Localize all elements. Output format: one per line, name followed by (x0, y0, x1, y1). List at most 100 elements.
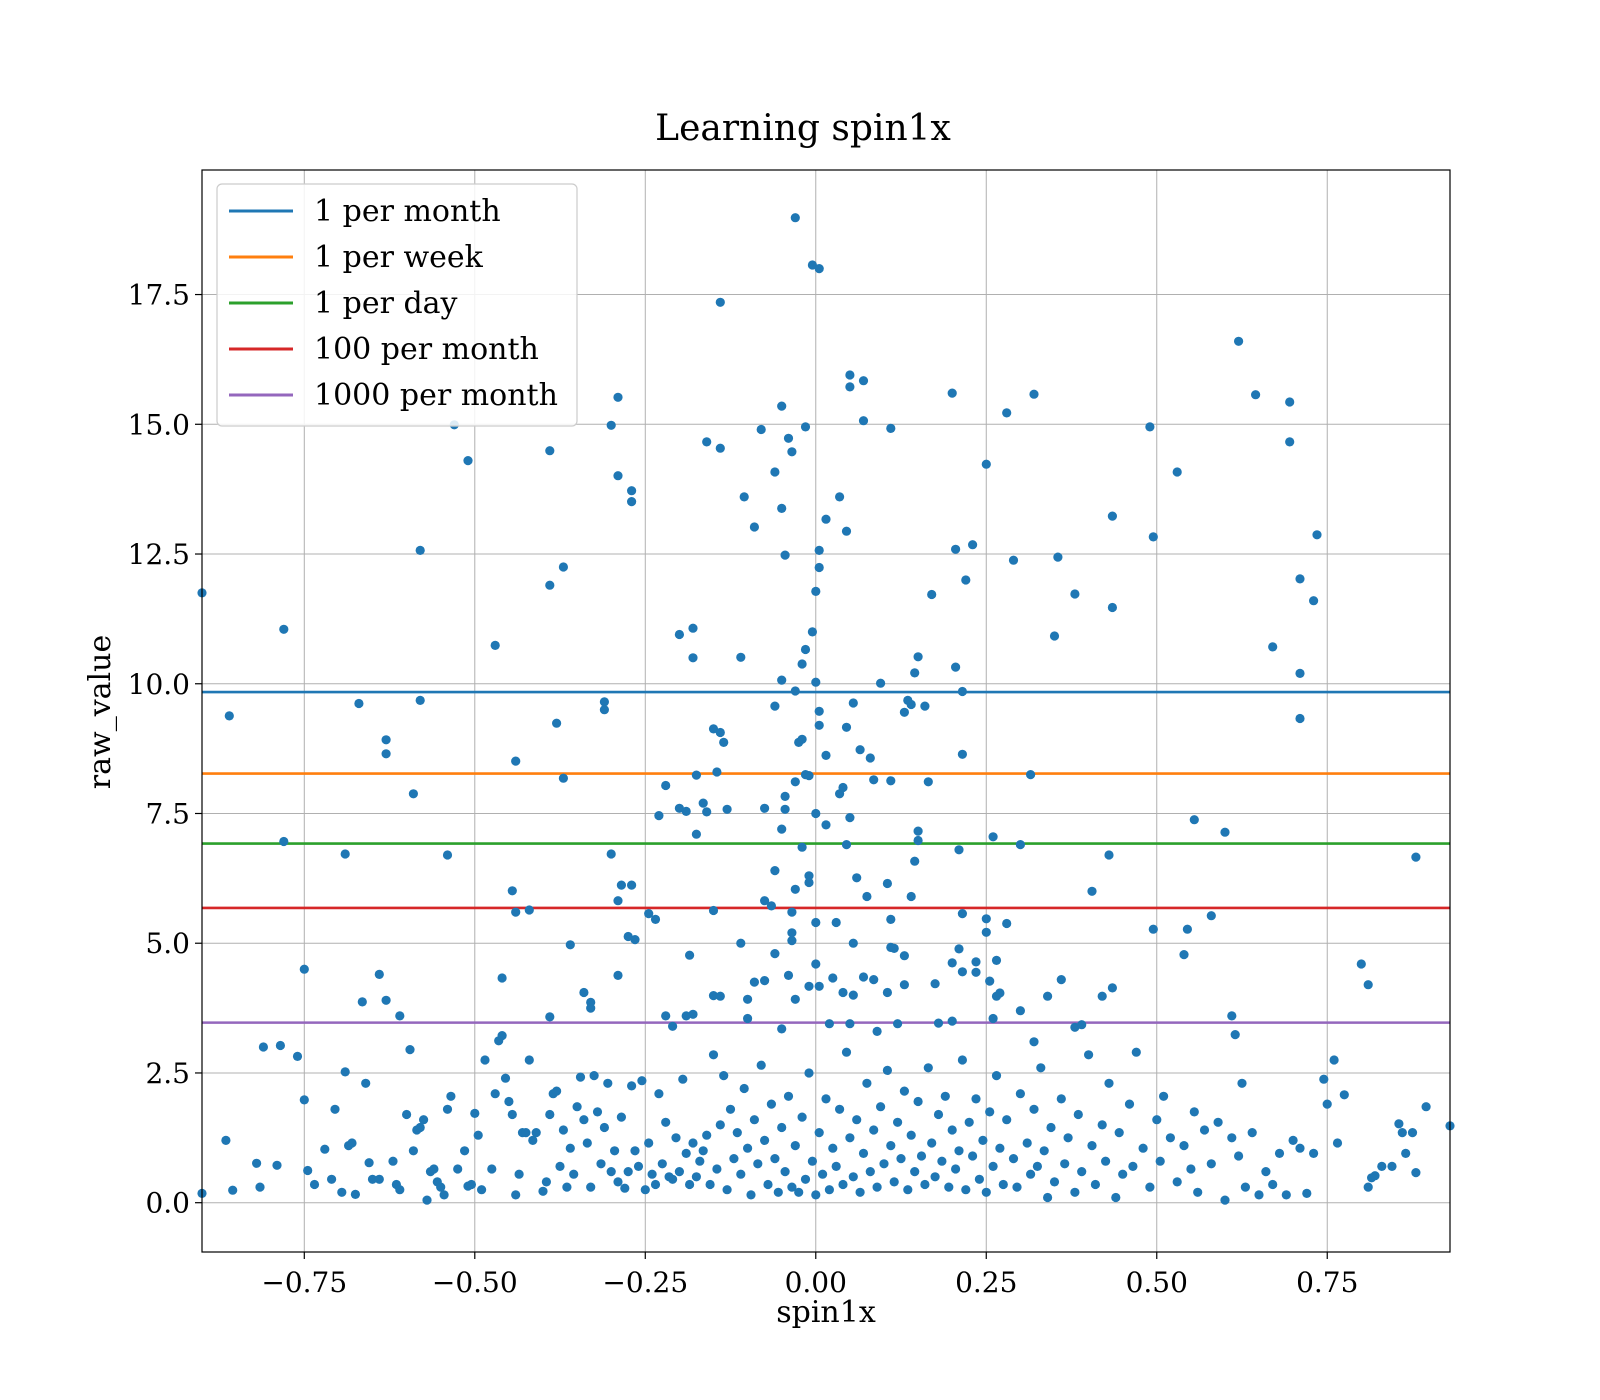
data-point (937, 1156, 947, 1166)
data-point (811, 808, 821, 819)
data-point (1145, 422, 1155, 432)
data-point (1312, 530, 1322, 540)
y-tick-label: 0.0 (145, 1187, 190, 1220)
data-point (592, 1107, 603, 1117)
data-point (896, 1154, 906, 1164)
data-point (647, 1169, 657, 1179)
data-point (340, 1067, 350, 1077)
data-point (804, 877, 814, 888)
data-point (889, 943, 899, 954)
data-point (531, 1128, 541, 1138)
data-point (811, 1190, 821, 1200)
data-points (197, 213, 1455, 1205)
data-point (715, 1120, 725, 1130)
data-point (255, 1182, 265, 1192)
data-point (606, 849, 616, 859)
x-axis-ticks: −0.75 −0.50 −0.25 0.00 0.25 0.50 0.75 (261, 1252, 1358, 1299)
data-point (361, 1078, 371, 1088)
data-point (933, 1018, 944, 1028)
data-point (405, 1045, 415, 1055)
data-point (811, 586, 821, 597)
data-point (367, 1174, 378, 1184)
data-point (855, 745, 865, 755)
data-point (876, 678, 886, 688)
data-point (1295, 668, 1305, 679)
data-point (299, 1095, 309, 1105)
data-point (858, 972, 869, 982)
data-point (613, 970, 623, 981)
data-point (657, 1159, 667, 1169)
data-point (691, 770, 702, 780)
data-point (807, 1156, 818, 1166)
data-point (650, 1179, 661, 1190)
legend-entry: 1 per day (314, 286, 458, 321)
data-point (783, 433, 794, 443)
data-point (797, 734, 807, 744)
data-point (1295, 713, 1305, 724)
data-point (971, 1094, 981, 1104)
data-point (780, 804, 790, 814)
data-point (630, 935, 640, 945)
data-point (1329, 1055, 1339, 1065)
data-point (947, 1016, 957, 1026)
data-point (841, 722, 852, 732)
data-point (739, 1083, 749, 1094)
data-point (1302, 1188, 1312, 1198)
data-point (777, 503, 787, 513)
data-point (783, 970, 794, 981)
data-point (814, 545, 824, 556)
data-point (610, 1146, 620, 1156)
data-point (729, 1154, 739, 1164)
data-point (835, 492, 845, 502)
data-point (442, 850, 453, 860)
data-point (862, 891, 872, 902)
data-point (327, 1174, 337, 1184)
data-point (1012, 1182, 1022, 1192)
data-point (511, 907, 521, 917)
data-point (906, 1130, 916, 1140)
data-point (760, 803, 770, 813)
data-point (790, 213, 800, 223)
data-point (1206, 1159, 1216, 1169)
data-point (927, 589, 937, 600)
data-point (913, 835, 923, 846)
data-point (1104, 850, 1114, 860)
data-point (927, 1138, 937, 1148)
data-point (749, 977, 760, 987)
data-point (814, 981, 824, 991)
data-point (1107, 602, 1117, 613)
data-point (766, 901, 777, 911)
data-point (477, 1185, 487, 1195)
y-tick-label: 10.0 (128, 668, 190, 701)
data-point (698, 798, 708, 808)
data-point (988, 1161, 998, 1171)
data-point (545, 580, 555, 590)
data-point (968, 540, 978, 550)
data-point (787, 907, 797, 917)
data-point (1022, 1138, 1032, 1148)
data-point (1029, 389, 1039, 399)
data-point (1032, 1161, 1042, 1171)
data-point (678, 1074, 688, 1084)
data-point (770, 1154, 780, 1164)
data-point (538, 1186, 548, 1196)
data-point (777, 824, 787, 834)
data-point (1189, 815, 1199, 825)
data-point (408, 789, 418, 799)
plot-frame (201, 169, 1451, 1253)
data-point (719, 737, 729, 748)
data-point (882, 878, 893, 889)
data-point (821, 750, 831, 761)
data-point (790, 777, 800, 787)
x-tick-label: 0.75 (1296, 1266, 1358, 1299)
data-point (968, 1151, 978, 1161)
data-point (790, 884, 800, 894)
data-point (913, 826, 923, 836)
data-point (1084, 1050, 1094, 1060)
data-point (364, 1158, 374, 1168)
data-point (807, 260, 818, 270)
data-point (906, 891, 916, 902)
data-point (681, 806, 691, 817)
data-point (1087, 886, 1097, 896)
